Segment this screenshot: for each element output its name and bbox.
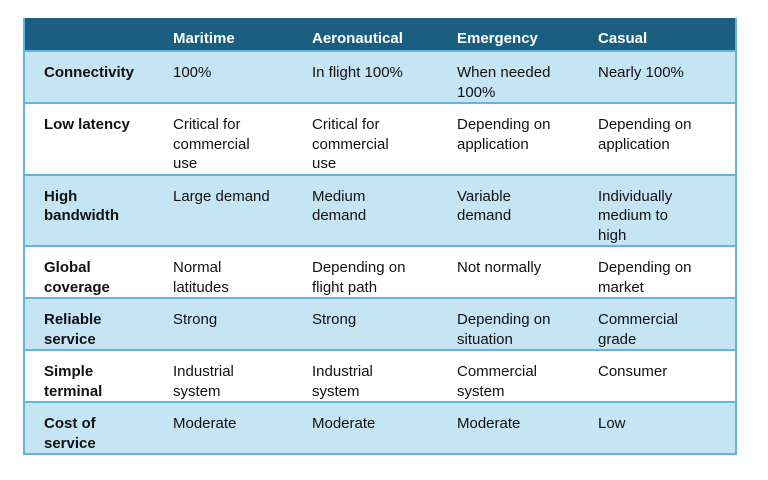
row-label-cell: High bandwidth <box>24 174 173 246</box>
row-label-cell: Low latency <box>24 103 173 175</box>
table-cell: Moderate <box>312 402 457 454</box>
row-label: Simple terminal <box>44 363 103 400</box>
row-label: Global coverage <box>44 259 110 296</box>
cell-text: Commercial grade <box>598 311 679 348</box>
cell-text: Industrial system <box>312 363 373 400</box>
table-row: Connectivity 100% In flight 100% When neede… <box>24 51 736 103</box>
column-header-text: Aeronautical <box>312 30 403 47</box>
cell-text: Commercial system <box>457 363 538 400</box>
table-cell: Low <box>598 402 736 454</box>
cell-text: Individually medium to high <box>598 187 673 244</box>
cell-text: Depending on market <box>598 259 692 296</box>
table-cell: When needed 100% <box>457 51 598 103</box>
cell-text: Large demand <box>173 187 270 205</box>
table-cell: Moderate <box>457 402 598 454</box>
row-label: Low latency <box>44 116 130 133</box>
table-cell: Depending on situation <box>457 298 598 350</box>
table-cell: Depending on flight path <box>312 246 457 298</box>
header-row: Maritime Aeronautical Emergency Casual <box>24 18 736 51</box>
table-row: Cost of service Moderate Moderate Moderate L… <box>24 402 736 454</box>
row-label: Connectivity <box>44 64 135 81</box>
table-cell: Strong <box>173 298 312 350</box>
table-cell: In flight 100% <box>312 51 457 103</box>
cell-text: Strong <box>173 311 218 328</box>
cell-text: Depending on application <box>598 116 692 153</box>
column-header: Emergency <box>457 18 598 51</box>
column-header-text: Casual <box>598 30 648 47</box>
table-cell: Not normally <box>457 246 598 298</box>
comparison-table: Maritime Aeronautical Emergency Casual Conn… <box>23 18 737 455</box>
row-label-cell: Simple terminal <box>24 350 173 402</box>
table-cell: Moderate <box>173 402 312 454</box>
cell-text: Strong <box>312 311 357 328</box>
cell-text: Not normally <box>457 259 542 276</box>
cell-text: Normal latitudes <box>173 259 229 296</box>
row-label: High bandwidth <box>44 187 119 225</box>
table-cell: Normal latitudes <box>173 246 312 298</box>
table-cell: Variable demand <box>457 174 598 246</box>
table-cell: Commercial grade <box>598 298 736 350</box>
column-header-text: Maritime <box>173 30 235 47</box>
table-cell: 100% <box>173 51 312 103</box>
column-header: Aeronautical <box>312 18 457 51</box>
row-label-cell: Global coverage <box>24 246 173 298</box>
cell-text: Critical for commercial use <box>312 116 389 172</box>
table-cell: Depending on application <box>457 103 598 175</box>
cell-text: Moderate <box>173 415 237 432</box>
table-cell: Large demand <box>173 174 312 246</box>
cell-text: Critical for commercial use <box>173 116 250 172</box>
column-header: Maritime <box>173 18 312 51</box>
table-cell: Critical for commercial use <box>173 103 312 175</box>
table-cell: Strong <box>312 298 457 350</box>
table-row: Reliable service Strong Strong Depending on… <box>24 298 736 350</box>
row-label: Reliable service <box>44 311 102 348</box>
cell-text: Depending on application <box>457 116 551 153</box>
table-cell: Depending on market <box>598 246 736 298</box>
cell-text: Nearly 100% <box>598 64 684 81</box>
cell-text: Depending on flight path <box>312 259 406 296</box>
row-label: Cost of service <box>44 415 96 452</box>
cell-text: Variable demand <box>457 187 512 225</box>
column-header-text: Emergency <box>457 30 538 47</box>
table-row: Simple terminal Industrial system Industri… <box>24 350 736 402</box>
table-row: Low latency Critical for commercial use Cr… <box>24 103 736 175</box>
row-label-cell: Cost of service <box>24 402 173 454</box>
table-cell: Industrial system <box>312 350 457 402</box>
table-cell: Individually medium to high <box>598 174 736 246</box>
column-header: Casual <box>598 18 736 51</box>
table-row: Global coverage Normal latitudes Depending… <box>24 246 736 298</box>
cell-text: When needed 100% <box>457 64 551 101</box>
cell-text: Medium demand <box>312 187 367 225</box>
table-cell: Consumer <box>598 350 736 402</box>
table-cell: Industrial system <box>173 350 312 402</box>
cell-text: Moderate <box>457 415 521 432</box>
cell-text: Depending on situation <box>457 311 551 348</box>
table-cell: Medium demand <box>312 174 457 246</box>
cell-text: Consumer <box>598 363 668 380</box>
row-label-cell: Reliable service <box>24 298 173 350</box>
table-cell: Commercial system <box>457 350 598 402</box>
table-cell: Nearly 100% <box>598 51 736 103</box>
corner-cell <box>24 18 173 51</box>
table-row: High bandwidth Large demand Medium demand V… <box>24 174 736 246</box>
cell-text: Moderate <box>312 415 376 432</box>
cell-text: Industrial system <box>173 363 234 400</box>
table-cell: Critical for commercial use <box>312 103 457 175</box>
cell-text: Low <box>598 415 626 432</box>
cell-text: In flight 100% <box>312 64 403 81</box>
row-label-cell: Connectivity <box>24 51 173 103</box>
table-cell: Depending on application <box>598 103 736 175</box>
cell-text: 100% <box>173 64 212 81</box>
